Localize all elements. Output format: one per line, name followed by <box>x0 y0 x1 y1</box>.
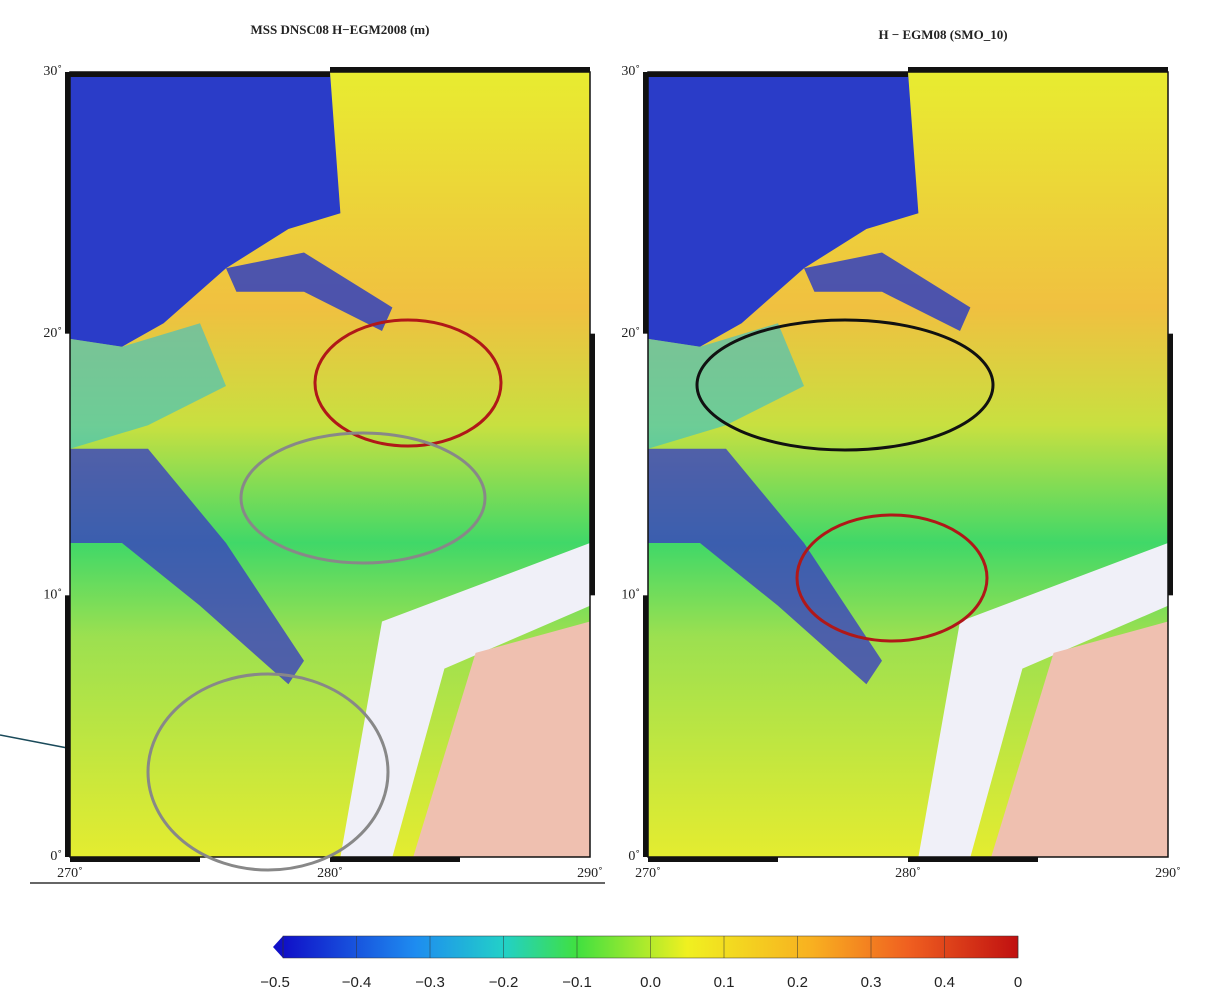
frame-tick-band <box>1168 334 1173 596</box>
frame-tick-band <box>643 595 648 857</box>
frame-tick-band <box>70 857 200 862</box>
lon-label: 280˚ <box>317 866 343 881</box>
lat-label: 30˚ <box>43 64 62 79</box>
frame-tick-band <box>330 67 590 72</box>
colorbar-label: −0.2 <box>489 974 519 991</box>
map-panel <box>70 72 590 857</box>
lon-label: 270˚ <box>57 866 83 881</box>
lat-label: 0˚ <box>628 849 640 864</box>
colorbar-label: −0.3 <box>415 974 445 991</box>
colorbar-label: 0.0 <box>640 974 661 991</box>
lat-label: 20˚ <box>621 326 640 341</box>
colorbar-label: 0.2 <box>787 974 808 991</box>
frame-tick-band <box>590 334 595 596</box>
frame-tick-band <box>648 857 778 862</box>
colorbar-label: −0.4 <box>342 974 372 991</box>
lon-label: 290˚ <box>1155 866 1181 881</box>
lon-label: 290˚ <box>577 866 603 881</box>
frame-tick-band <box>908 67 1168 72</box>
map-panel <box>648 72 1168 857</box>
colorbar-label: 0.3 <box>861 974 882 991</box>
lat-label: 10˚ <box>43 588 62 603</box>
frame-tick-band <box>908 857 1038 862</box>
frame-tick-band <box>330 857 460 862</box>
frame-tick-band <box>643 72 648 334</box>
colorbar-label: −0.5 <box>260 974 290 991</box>
frame-tick-band <box>70 72 330 77</box>
colorbar-label: 0.4 <box>934 974 955 991</box>
frame-tick-band <box>648 72 908 77</box>
panel-title: MSS DNSC08 H−EGM2008 (m) <box>251 22 430 37</box>
colorbar-label: 0 <box>1014 974 1022 991</box>
colorbar-arrow <box>273 936 283 958</box>
lat-label: 10˚ <box>621 588 640 603</box>
lat-label: 30˚ <box>621 64 640 79</box>
lat-label: 20˚ <box>43 326 62 341</box>
lon-label: 280˚ <box>895 866 921 881</box>
frame-tick-band <box>65 72 70 334</box>
frame-tick-band <box>65 595 70 857</box>
lon-label: 270˚ <box>635 866 661 881</box>
figure: MSS DNSC08 H−EGM2008 (m) 30˚ 20˚ 10˚ 0˚ 270˚ 2… <box>0 0 1213 996</box>
panel-title: H − EGM08 (SMO_10) <box>878 27 1007 42</box>
lat-label: 0˚ <box>50 849 62 864</box>
colorbar-label: 0.1 <box>714 974 735 991</box>
colorbar-label: −0.1 <box>562 974 592 991</box>
